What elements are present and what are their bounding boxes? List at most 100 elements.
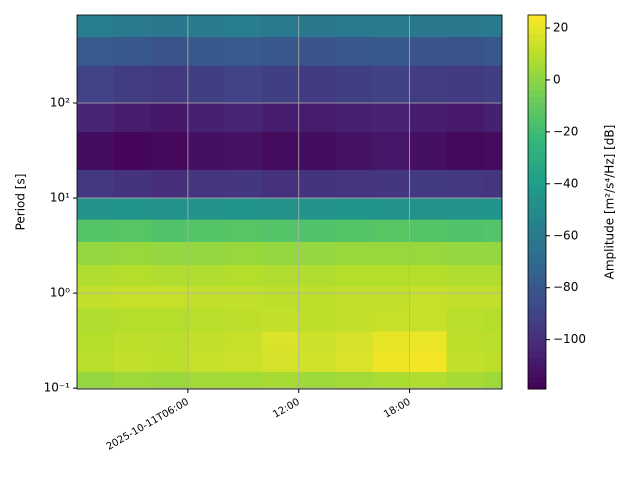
colorbar-segment	[528, 351, 546, 359]
heatmap-cell	[187, 131, 226, 170]
heatmap-cell	[298, 285, 337, 309]
heatmap-cell	[77, 36, 115, 66]
heatmap-cell	[483, 330, 503, 351]
heatmap-cell	[77, 103, 115, 133]
x-tick-label: 2025-10-11T06:00	[105, 397, 191, 453]
heatmap-cell	[483, 131, 503, 170]
heatmap-cell	[113, 264, 152, 287]
heatmap-cell	[261, 36, 300, 66]
heatmap-cell	[261, 371, 300, 390]
heatmap-cell	[224, 65, 263, 104]
colorbar-segment	[528, 177, 546, 184]
colorbar-segment	[528, 114, 546, 122]
heatmap-cell	[335, 307, 374, 332]
heatmap-cell	[150, 219, 189, 242]
colorbar-segment	[528, 226, 546, 234]
heatmap-cell	[187, 15, 226, 38]
heatmap-cell	[298, 103, 337, 133]
heatmap-cell	[150, 169, 189, 199]
heatmap-cell	[261, 307, 300, 332]
heatmap-cell	[224, 350, 263, 372]
heatmap-cell	[187, 350, 226, 372]
heatmap-cell	[187, 330, 226, 351]
heatmap-cell	[372, 371, 411, 390]
heatmap-cell	[446, 198, 485, 220]
heatmap-cell	[298, 241, 337, 265]
heatmap-cell	[298, 307, 337, 332]
colorbar-segment	[528, 127, 546, 134]
heatmap-cell	[298, 371, 337, 390]
heatmap-cell	[224, 330, 263, 351]
heatmap-cell	[409, 350, 448, 372]
heatmap-cell	[261, 285, 300, 309]
heatmap-cell	[409, 371, 448, 390]
heatmap-cell	[483, 371, 503, 390]
heatmap-cell	[335, 169, 374, 199]
heatmap-cell	[261, 103, 300, 133]
heatmap-cell	[483, 285, 503, 309]
heatmap-cell	[372, 219, 411, 242]
colorbar-segment	[528, 233, 546, 240]
colorbar-segment	[528, 15, 546, 22]
colorbar-tick-label: −60	[553, 228, 578, 242]
heatmap-cell	[113, 15, 152, 38]
heatmap-cell	[298, 131, 337, 170]
heatmap-cell	[224, 285, 263, 309]
heatmap-cell	[77, 264, 115, 287]
heatmap-cell	[335, 103, 374, 133]
heatmap-cell	[150, 264, 189, 287]
heatmap-cell	[77, 307, 115, 332]
heatmap-cell	[483, 169, 503, 199]
colorbar-segment	[528, 339, 546, 346]
colorbar-segment	[528, 33, 546, 41]
heatmap-cell	[372, 36, 411, 66]
heatmap-cell	[335, 350, 374, 372]
heatmap-cell	[483, 219, 503, 242]
heatmap-cell	[446, 371, 485, 390]
heatmap-cell	[150, 330, 189, 351]
heatmap-cell	[298, 198, 337, 220]
heatmap-cell	[372, 15, 411, 38]
heatmap-cell	[409, 65, 448, 104]
heatmap-cell	[483, 65, 503, 104]
colorbar-segment	[528, 270, 546, 278]
heatmap-cell	[372, 65, 411, 104]
y-tick-label: 10²	[50, 96, 70, 110]
heatmap-cell	[187, 169, 226, 199]
colorbar-segment	[528, 108, 546, 116]
heatmap-cell	[483, 307, 503, 332]
heatmap-cell	[372, 131, 411, 170]
heatmap-cell	[335, 36, 374, 66]
heatmap-cell	[150, 131, 189, 170]
heatmap-cell	[298, 65, 337, 104]
heatmap-cell	[113, 350, 152, 372]
heatmap-cell	[446, 103, 485, 133]
colorbar-segment	[528, 332, 546, 340]
heatmap-cell	[446, 65, 485, 104]
heatmap-cell	[77, 285, 115, 309]
heatmap-cell	[150, 241, 189, 265]
heatmap-cell	[77, 330, 115, 351]
heatmap-cell	[224, 198, 263, 220]
heatmap-cell	[335, 285, 374, 309]
colorbar-tick-label: −80	[553, 280, 578, 294]
heatmap-cell	[372, 264, 411, 287]
heatmap-cell	[298, 219, 337, 242]
heatmap-cell	[372, 330, 411, 351]
colorbar-segment	[528, 89, 546, 97]
heatmap-cell	[446, 15, 485, 38]
colorbar-segment	[528, 83, 546, 91]
heatmap-cell	[335, 371, 374, 390]
colorbar-segment	[528, 183, 546, 191]
y-tick-label: 10⁰	[50, 286, 70, 300]
heatmap-cell	[261, 169, 300, 199]
heatmap-cell	[150, 198, 189, 220]
heatmap-cell	[483, 103, 503, 133]
heatmap-cell	[224, 103, 263, 133]
heatmap-cell	[113, 198, 152, 220]
heatmap-cell	[409, 285, 448, 309]
colorbar-segment	[528, 264, 546, 272]
colorbar-segment	[528, 245, 546, 253]
heatmap-cell	[483, 350, 503, 372]
